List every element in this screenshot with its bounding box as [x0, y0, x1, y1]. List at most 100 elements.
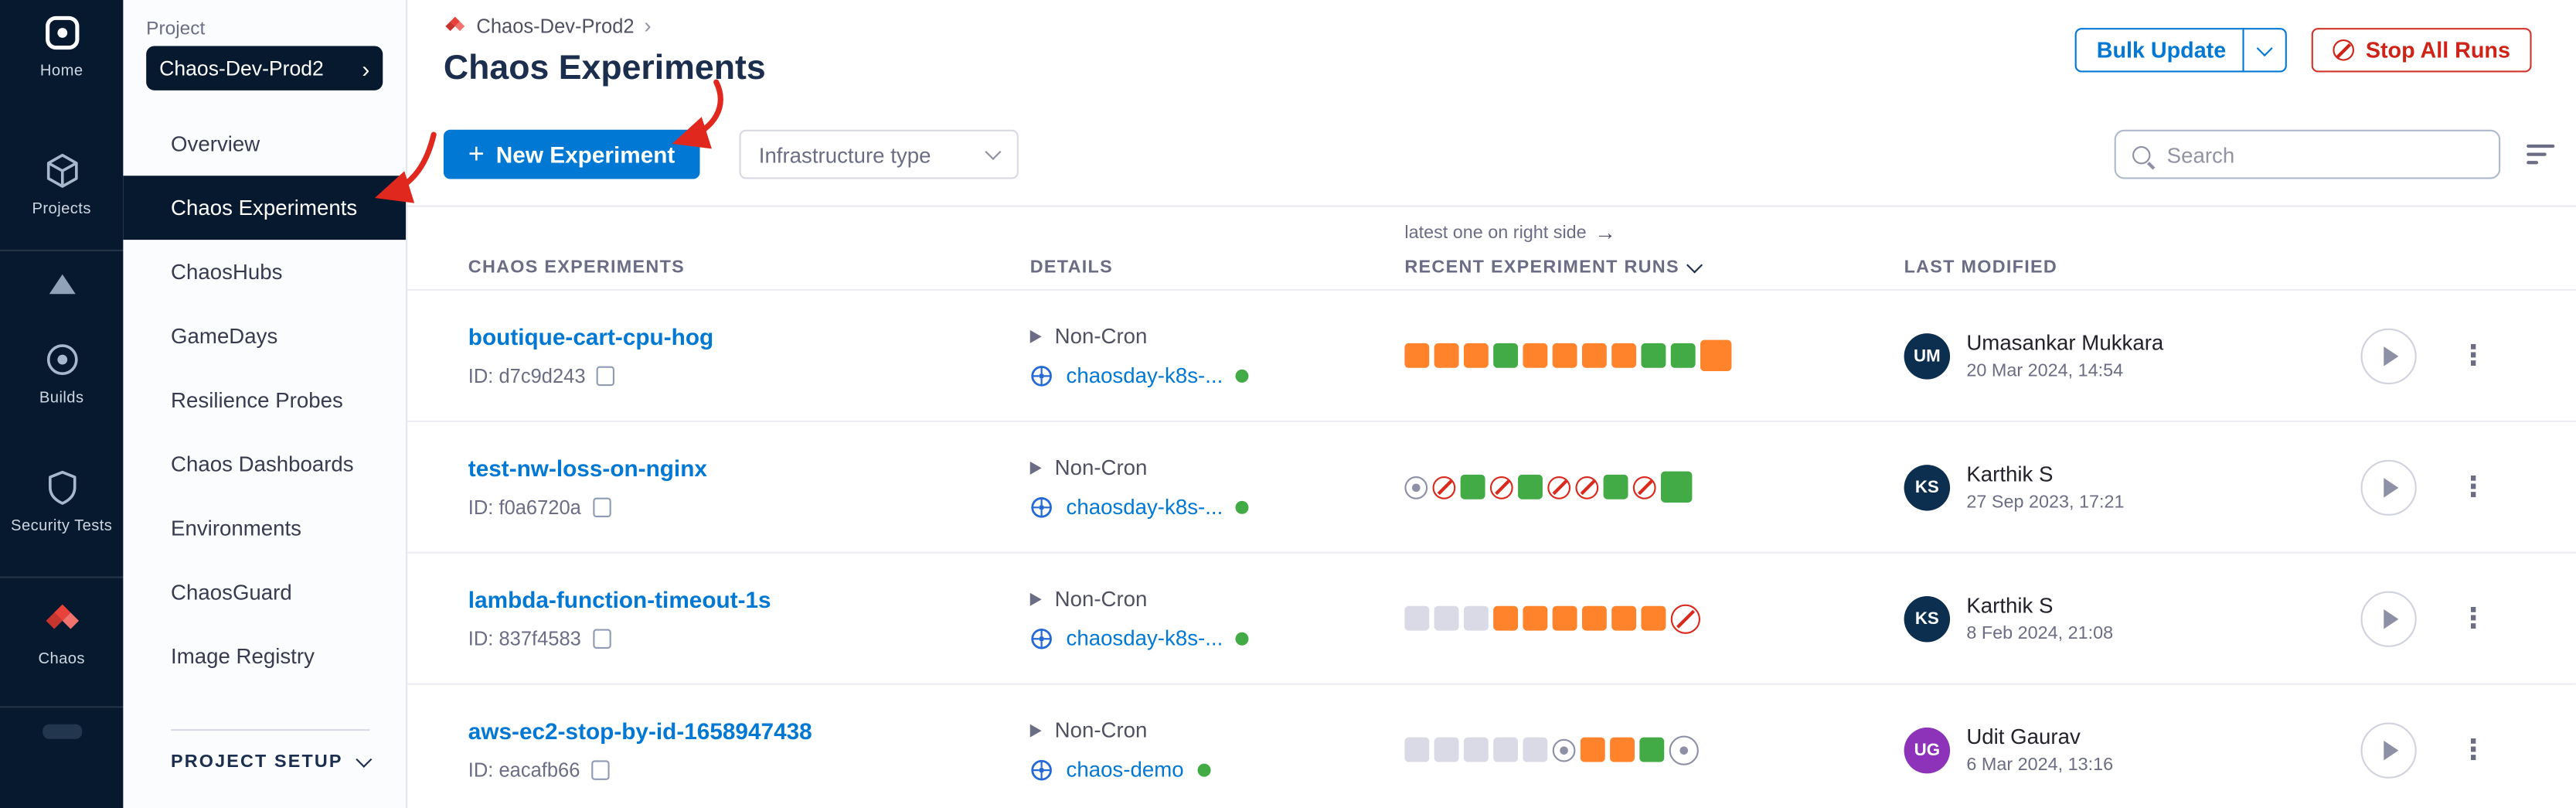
- nav-security-tests[interactable]: Security Tests: [0, 452, 123, 550]
- bulk-update-button[interactable]: Bulk Update: [2075, 28, 2287, 73]
- shield-icon: [40, 466, 83, 509]
- breadcrumb-project-link[interactable]: Chaos-Dev-Prod2: [476, 14, 635, 37]
- run-status-gray[interactable]: [1404, 605, 1430, 631]
- sidebar-item-chaos-experiments[interactable]: Chaos Experiments: [123, 176, 407, 240]
- run-status-orange[interactable]: [1580, 737, 1605, 762]
- infrastructure-link[interactable]: chaosday-k8s-...: [1066, 626, 1223, 651]
- run-status-orange[interactable]: [1463, 343, 1489, 368]
- nav-chaos[interactable]: Chaos: [0, 585, 123, 683]
- run-status-orange[interactable]: [1523, 605, 1548, 631]
- copy-icon[interactable]: [591, 756, 616, 780]
- run-status-orange[interactable]: [1552, 343, 1577, 368]
- run-status-gray[interactable]: [1434, 605, 1459, 631]
- copy-icon[interactable]: [592, 493, 617, 518]
- run-status-gray[interactable]: [1404, 737, 1430, 762]
- triangle-icon: [48, 274, 75, 295]
- run-status-orange[interactable]: [1641, 605, 1666, 631]
- run-status-orange[interactable]: [1434, 343, 1459, 368]
- sidebar-item-chaoshubs[interactable]: ChaosHubs: [171, 259, 283, 285]
- nav-projects[interactable]: Projects: [0, 135, 123, 233]
- nav-builds[interactable]: Builds: [0, 323, 123, 421]
- run-status-dot[interactable]: [1404, 475, 1428, 499]
- run-status-green[interactable]: [1670, 343, 1696, 368]
- infrastructure-link[interactable]: chaosday-k8s-...: [1066, 494, 1223, 520]
- infrastructure-link[interactable]: chaosday-k8s-...: [1066, 363, 1223, 388]
- copy-icon[interactable]: [597, 362, 621, 387]
- kebab-menu-icon[interactable]: ⋮: [2459, 339, 2488, 372]
- run-status-gray[interactable]: [1493, 737, 1519, 762]
- run-status-gray[interactable]: [1523, 737, 1548, 762]
- filter-icon[interactable]: [2527, 140, 2555, 169]
- infrastructure-link[interactable]: chaos-demo: [1066, 757, 1184, 782]
- run-status-green[interactable]: [1639, 737, 1665, 762]
- experiment-name-link[interactable]: test-nw-loss-on-nginx: [468, 455, 707, 482]
- search-input[interactable]: [2163, 140, 2482, 169]
- project-selector[interactable]: Chaos-Dev-Prod2 ›: [146, 46, 383, 90]
- run-status-orange[interactable]: [1611, 343, 1637, 368]
- experiment-name-link[interactable]: boutique-cart-cpu-hog: [468, 323, 714, 350]
- run-status-gray[interactable]: [1463, 737, 1489, 762]
- run-status-dot[interactable]: [1669, 735, 1699, 765]
- project-setup-toggle[interactable]: PROJECT SETUP: [171, 729, 373, 772]
- run-status-green[interactable]: [1641, 343, 1666, 368]
- search-box[interactable]: [2114, 129, 2501, 179]
- run-status-gray[interactable]: [1434, 737, 1459, 762]
- run-status-stopped[interactable]: [1575, 475, 1599, 499]
- run-status-orange[interactable]: [1493, 605, 1519, 631]
- run-status-gray[interactable]: [1463, 605, 1489, 631]
- new-experiment-button[interactable]: + New Experiment: [443, 129, 700, 179]
- sidebar-item-environments[interactable]: Environments: [171, 515, 302, 540]
- experiment-name-cell: boutique-cart-cpu-hog ID: d7c9d243: [468, 323, 1030, 387]
- run-status-stopped[interactable]: [1670, 603, 1700, 633]
- run-status-green[interactable]: [1460, 474, 1485, 499]
- bulk-update-caret[interactable]: [2244, 39, 2285, 56]
- run-status-orange[interactable]: [1552, 605, 1577, 631]
- modified-date: 8 Feb 2024, 21:08: [1966, 624, 2114, 644]
- run-experiment-button[interactable]: [2360, 721, 2417, 778]
- run-status-stopped[interactable]: [1432, 475, 1456, 499]
- sidebar-item-overview[interactable]: Overview: [171, 131, 260, 156]
- run-status-stopped[interactable]: [1632, 475, 1656, 499]
- run-status-orange[interactable]: [1700, 339, 1732, 372]
- run-status-stopped[interactable]: [1489, 475, 1513, 499]
- toolbar-divider: [407, 205, 2576, 207]
- experiment-name-link[interactable]: lambda-function-timeout-1s: [468, 586, 771, 613]
- run-experiment-button[interactable]: [2360, 459, 2417, 515]
- run-status-orange[interactable]: [1611, 605, 1637, 631]
- run-status-stopped[interactable]: [1547, 475, 1571, 499]
- stop-all-runs-button[interactable]: Stop All Runs: [2311, 28, 2532, 73]
- run-status-orange[interactable]: [1581, 605, 1607, 631]
- sidebar-item-chaos-dashboards[interactable]: Chaos Dashboards: [171, 452, 354, 476]
- run-status-green[interactable]: [1660, 471, 1693, 503]
- harness-logo-icon: [40, 12, 83, 54]
- copy-icon[interactable]: [592, 625, 617, 649]
- run-experiment-button[interactable]: [2360, 327, 2417, 384]
- sidebar-item-resilience-probes[interactable]: Resilience Probes: [171, 387, 343, 413]
- run-status-green[interactable]: [1518, 474, 1543, 499]
- run-status-orange[interactable]: [1523, 343, 1548, 368]
- sidebar-item-image-registry[interactable]: Image Registry: [171, 643, 315, 669]
- infrastructure-type-label: Infrastructure type: [758, 141, 931, 167]
- experiment-rows: boutique-cart-cpu-hog ID: d7c9d243 Non-C…: [407, 291, 2576, 808]
- run-status-orange[interactable]: [1581, 343, 1607, 368]
- play-icon: [2384, 477, 2399, 497]
- run-status-green[interactable]: [1493, 343, 1519, 368]
- experiment-name-link[interactable]: aws-ec2-stop-by-id-1658947438: [468, 718, 812, 745]
- run-status-dot[interactable]: [1552, 738, 1576, 762]
- sidebar-item-chaosguard[interactable]: ChaosGuard: [171, 579, 292, 605]
- kebab-menu-icon[interactable]: ⋮: [2459, 471, 2488, 503]
- nav-deployments[interactable]: [0, 251, 123, 317]
- infrastructure-type-dropdown[interactable]: Infrastructure type: [739, 129, 1019, 179]
- col-recent-runs[interactable]: RECENT EXPERIMENT RUNS: [1404, 256, 1904, 277]
- run-status-orange[interactable]: [1404, 343, 1430, 368]
- sidebar-item-gamedays[interactable]: GameDays: [171, 323, 278, 349]
- chevron-right-icon: ›: [362, 55, 370, 82]
- sort-chevron-icon[interactable]: [1686, 256, 1703, 273]
- kebab-menu-icon[interactable]: ⋮: [2459, 602, 2488, 634]
- kebab-menu-icon[interactable]: ⋮: [2459, 734, 2488, 765]
- nav-home[interactable]: Home: [0, 0, 123, 95]
- run-status-orange[interactable]: [1610, 737, 1635, 762]
- run-experiment-button[interactable]: [2360, 590, 2417, 646]
- experiment-id: ID: f0a6720a: [468, 496, 581, 520]
- run-status-green[interactable]: [1603, 474, 1628, 499]
